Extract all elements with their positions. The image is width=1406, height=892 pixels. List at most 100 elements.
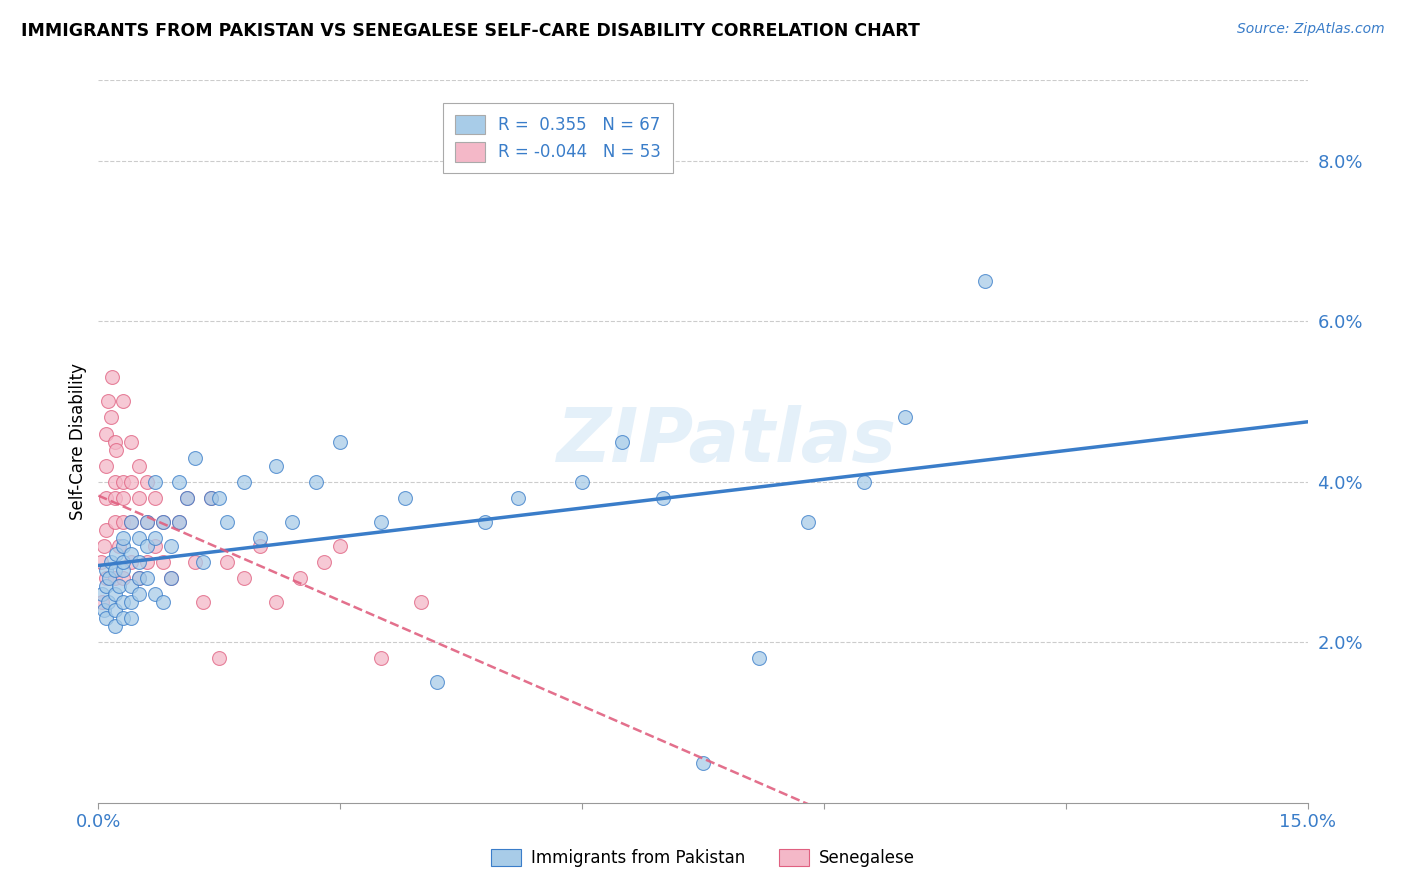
Legend: Immigrants from Pakistan, Senegalese: Immigrants from Pakistan, Senegalese: [485, 842, 921, 874]
Point: [426, 675, 449, 690]
Point: [105, 442, 128, 457]
Point: [111, 571, 134, 585]
Point: [143, 539, 166, 553]
Point: [97, 595, 120, 609]
Point: [101, 370, 124, 384]
Point: [143, 491, 166, 505]
Point: [135, 515, 157, 529]
Point: [281, 515, 304, 529]
Point: [232, 571, 254, 585]
Point: [409, 595, 432, 609]
Point: [103, 434, 125, 449]
Point: [264, 458, 287, 473]
Point: [314, 555, 336, 569]
Text: IMMIGRANTS FROM PAKISTAN VS SENEGALESE SELF-CARE DISABILITY CORRELATION CHART: IMMIGRANTS FROM PAKISTAN VS SENEGALESE S…: [21, 22, 920, 40]
Point: [167, 475, 190, 489]
Point: [128, 555, 150, 569]
Point: [128, 491, 150, 505]
Point: [160, 571, 183, 585]
Point: [91, 595, 114, 609]
Point: [96, 426, 118, 441]
Point: [111, 595, 134, 609]
Point: [111, 531, 134, 545]
Point: [103, 515, 125, 529]
Point: [128, 571, 150, 585]
Point: [143, 587, 166, 601]
Point: [120, 475, 142, 489]
Point: [103, 587, 125, 601]
Point: [120, 515, 142, 529]
Y-axis label: Self-Care Disability: Self-Care Disability: [69, 363, 87, 520]
Point: [167, 515, 190, 529]
Point: [111, 475, 134, 489]
Point: [135, 475, 157, 489]
Point: [111, 491, 134, 505]
Point: [152, 515, 174, 529]
Point: [249, 539, 271, 553]
Point: [135, 571, 157, 585]
Point: [176, 491, 198, 505]
Point: [120, 547, 142, 561]
Point: [217, 555, 239, 569]
Point: [91, 587, 114, 601]
Point: [200, 491, 222, 505]
Point: [208, 651, 231, 665]
Point: [232, 475, 254, 489]
Point: [200, 491, 222, 505]
Point: [96, 611, 118, 625]
Point: [96, 563, 118, 577]
Point: [651, 491, 673, 505]
Point: [305, 475, 328, 489]
Point: [107, 579, 129, 593]
Point: [474, 515, 496, 529]
Point: [370, 651, 392, 665]
Point: [100, 410, 122, 425]
Point: [96, 579, 118, 593]
Point: [120, 579, 142, 593]
Point: [329, 539, 352, 553]
Point: [184, 450, 207, 465]
Point: [97, 571, 120, 585]
Point: [103, 619, 125, 633]
Point: [103, 475, 125, 489]
Point: [329, 434, 352, 449]
Point: [143, 475, 166, 489]
Point: [93, 539, 115, 553]
Point: [100, 555, 122, 569]
Point: [96, 458, 118, 473]
Point: [135, 515, 157, 529]
Point: [193, 555, 215, 569]
Point: [893, 410, 915, 425]
Point: [506, 491, 529, 505]
Point: [797, 515, 820, 529]
Point: [111, 611, 134, 625]
Point: [90, 555, 112, 569]
Point: [103, 603, 125, 617]
Point: [217, 515, 239, 529]
Point: [111, 555, 134, 569]
Point: [120, 434, 142, 449]
Point: [370, 515, 392, 529]
Point: [176, 491, 198, 505]
Point: [96, 491, 118, 505]
Point: [97, 394, 120, 409]
Point: [571, 475, 593, 489]
Point: [152, 555, 174, 569]
Text: Source: ZipAtlas.com: Source: ZipAtlas.com: [1237, 22, 1385, 37]
Point: [107, 539, 129, 553]
Point: [111, 539, 134, 553]
Point: [103, 491, 125, 505]
Point: [193, 595, 215, 609]
Point: [120, 515, 142, 529]
Point: [120, 611, 142, 625]
Point: [748, 651, 770, 665]
Point: [249, 531, 271, 545]
Point: [152, 515, 174, 529]
Point: [135, 555, 157, 569]
Point: [111, 515, 134, 529]
Point: [93, 603, 115, 617]
Point: [167, 515, 190, 529]
Point: [612, 434, 634, 449]
Point: [111, 563, 134, 577]
Point: [394, 491, 416, 505]
